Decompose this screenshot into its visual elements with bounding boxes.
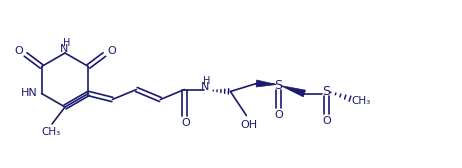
Text: S: S [274,79,282,92]
Text: OH: OH [241,119,258,130]
Text: H: H [63,38,71,48]
Text: O: O [14,46,23,55]
Text: S: S [322,85,330,98]
Text: O: O [322,116,331,127]
Polygon shape [280,86,305,97]
Text: O: O [181,118,190,129]
Text: HN: HN [21,88,38,97]
Text: CH₃: CH₃ [42,127,61,137]
Text: H: H [203,76,210,87]
Text: O: O [107,46,116,55]
Text: N: N [201,81,210,92]
Polygon shape [256,80,276,87]
Text: CH₃: CH₃ [352,96,371,107]
Text: O: O [274,111,283,120]
Text: N: N [60,44,68,54]
